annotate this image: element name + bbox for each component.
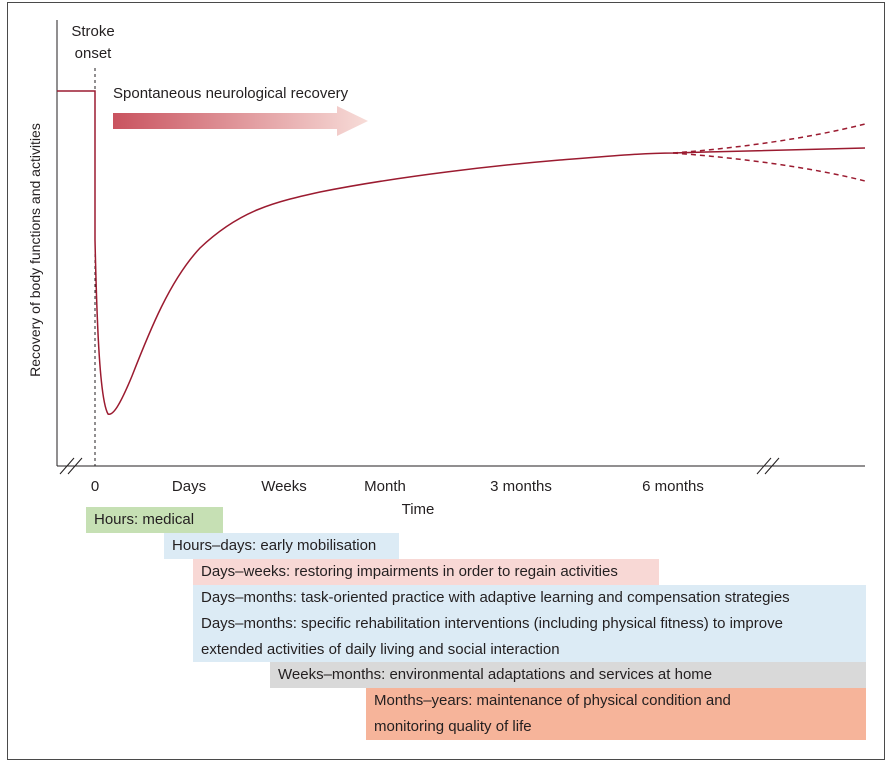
band-hours-medical: Hours: medical (86, 507, 223, 533)
recovery-curve-improve-branch (672, 123, 866, 154)
axis-break-right (756, 457, 780, 475)
band-specific-rehabilitation-label-1: Days–months: specific rehabilitation int… (201, 615, 783, 632)
band-early-mobilisation-label: Hours–days: early mobilisation (172, 537, 377, 554)
band-restoring-impairments: Days–weeks: restoring impairments in ord… (193, 559, 659, 585)
spontaneous-recovery-arrow (113, 106, 368, 136)
x-axis-label: Time (402, 501, 435, 518)
band-maintenance-label-2: monitoring quality of life (374, 718, 532, 735)
band-restoring-impairments-label: Days–weeks: restoring impairments in ord… (201, 563, 618, 580)
spontaneous-recovery-label: Spontaneous neurological recovery (113, 85, 349, 102)
axis-break-left (59, 457, 83, 475)
x-tick-days: Days (172, 478, 206, 495)
x-tick-6-months: 6 months (642, 478, 704, 495)
recovery-curve (57, 90, 866, 415)
figure-border (7, 2, 885, 760)
y-axis-label: Recovery of body functions and activitie… (27, 123, 43, 377)
band-task-oriented-practice-label: Days–months: task-oriented practice with… (201, 589, 790, 606)
band-task-oriented-practice: Days–months: task-oriented practice with… (193, 585, 866, 611)
band-maintenance: Months–years: maintenance of physical co… (366, 688, 866, 740)
x-tick-0: 0 (91, 478, 99, 495)
band-early-mobilisation: Hours–days: early mobilisation (164, 533, 399, 559)
x-tick-weeks: Weeks (261, 478, 307, 495)
stroke-onset-label-line2: onset (75, 45, 113, 62)
band-environmental-adaptations: Weeks–months: environmental adaptations … (270, 662, 866, 688)
band-specific-rehabilitation: Days–months: specific rehabilitation int… (193, 611, 866, 662)
x-tick-3-months: 3 months (490, 478, 552, 495)
recovery-curve-decline-branch (672, 152, 866, 182)
band-hours-medical-label: Hours: medical (94, 511, 195, 528)
band-maintenance-label-1: Months–years: maintenance of physical co… (374, 692, 731, 709)
stroke-onset-label-line1: Stroke (71, 23, 114, 40)
band-environmental-adaptations-label: Weeks–months: environmental adaptations … (278, 666, 713, 683)
band-specific-rehabilitation-label-2: extended activities of daily living and … (201, 641, 560, 658)
x-tick-month: Month (364, 478, 406, 495)
